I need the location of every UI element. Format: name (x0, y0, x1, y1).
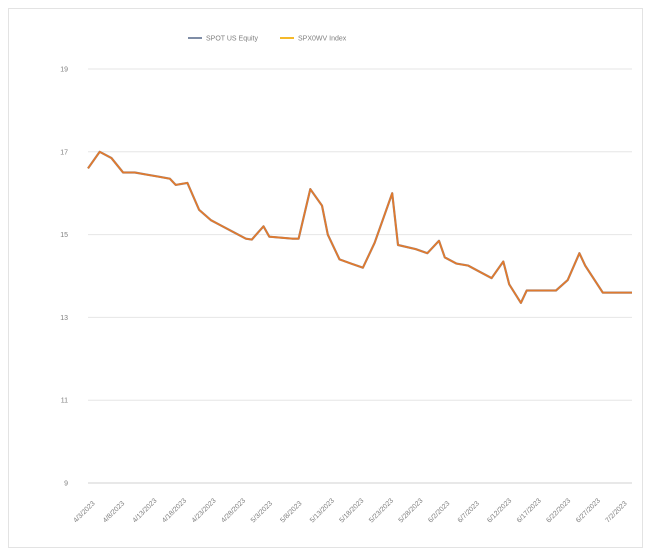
x-tick-label: 6/12/2023 (486, 497, 513, 524)
series-line-spot-us-equity (87, 150, 632, 304)
x-tick-label: 6/7/2023 (457, 500, 481, 524)
y-tick-label: 15 (60, 232, 68, 239)
legend-label: SPX0WV Index (298, 36, 347, 43)
chart-frame (8, 8, 643, 548)
x-tick-label: 4/3/2023 (72, 500, 96, 524)
x-tick-label: 4/28/2023 (220, 497, 247, 524)
x-tick-label: 4/18/2023 (161, 497, 188, 524)
x-tick-label: 6/27/2023 (575, 497, 602, 524)
x-tick-label: 5/3/2023 (250, 500, 274, 524)
x-tick-label: 5/8/2023 (279, 500, 303, 524)
series-line-spx0wv-index (87, 150, 632, 304)
y-tick-label: 9 (64, 481, 68, 488)
x-tick-label: 6/17/2023 (516, 497, 543, 524)
x-tick-label: 7/2/2023 (604, 500, 628, 524)
x-tick-label: 5/13/2023 (309, 497, 336, 524)
x-tick-label: 5/28/2023 (398, 497, 425, 524)
legend-label: SPOT US Equity (206, 36, 259, 43)
x-tick-label: 4/23/2023 (191, 497, 218, 524)
x-tick-label: 6/2/2023 (427, 500, 451, 524)
x-tick-label: 5/18/2023 (338, 497, 365, 524)
y-tick-label: 13 (60, 315, 68, 322)
y-tick-label: 17 (60, 149, 68, 156)
x-tick-label: 4/8/2023 (102, 500, 126, 524)
y-tick-label: 11 (61, 398, 68, 405)
x-tick-label: 6/22/2023 (545, 497, 572, 524)
x-tick-label: 4/13/2023 (132, 497, 159, 524)
y-tick-label: 19 (60, 67, 68, 74)
x-tick-label: 5/23/2023 (368, 497, 395, 524)
